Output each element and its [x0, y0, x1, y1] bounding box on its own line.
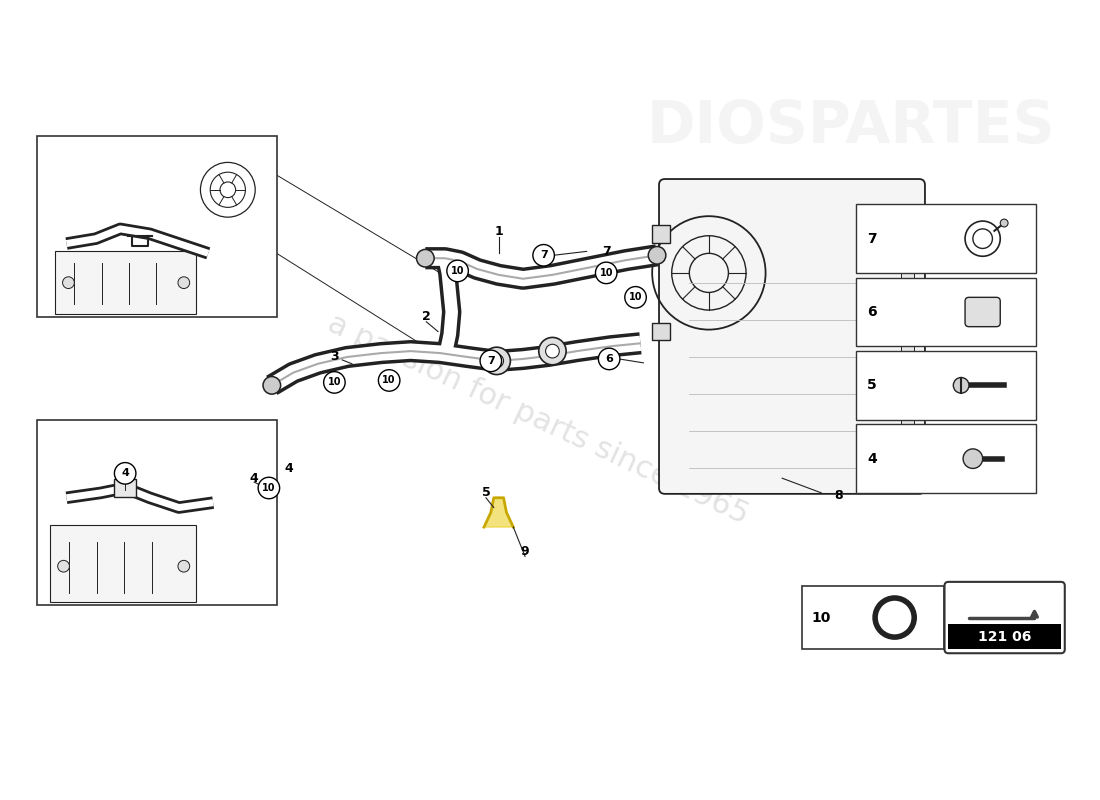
Text: 1: 1: [494, 226, 503, 238]
FancyBboxPatch shape: [652, 225, 670, 242]
Circle shape: [57, 560, 69, 572]
Circle shape: [263, 377, 280, 394]
FancyBboxPatch shape: [50, 525, 196, 602]
FancyBboxPatch shape: [802, 586, 944, 650]
Text: a passion for parts since 1965: a passion for parts since 1965: [322, 309, 752, 530]
Text: 10: 10: [629, 292, 642, 302]
FancyBboxPatch shape: [901, 252, 914, 303]
FancyBboxPatch shape: [37, 419, 277, 606]
Circle shape: [114, 462, 136, 484]
Circle shape: [483, 347, 510, 374]
Circle shape: [417, 250, 434, 267]
Circle shape: [964, 449, 982, 469]
Circle shape: [532, 245, 554, 266]
Text: 10: 10: [600, 268, 613, 278]
FancyBboxPatch shape: [945, 582, 1065, 654]
Circle shape: [378, 370, 400, 391]
FancyBboxPatch shape: [55, 251, 196, 314]
Circle shape: [480, 350, 502, 372]
FancyBboxPatch shape: [114, 479, 136, 497]
Text: 4: 4: [121, 468, 129, 478]
Circle shape: [1000, 219, 1008, 227]
FancyBboxPatch shape: [37, 136, 277, 317]
Text: 4: 4: [284, 462, 293, 475]
Text: 4: 4: [250, 472, 258, 485]
Text: 10: 10: [812, 610, 830, 625]
Text: 4: 4: [867, 452, 877, 466]
Text: 10: 10: [328, 378, 341, 387]
Circle shape: [323, 372, 345, 393]
Text: 9: 9: [520, 545, 529, 558]
FancyBboxPatch shape: [948, 624, 1060, 650]
Circle shape: [648, 246, 666, 264]
Text: 10: 10: [262, 483, 276, 493]
Text: 121 06: 121 06: [978, 630, 1032, 644]
FancyBboxPatch shape: [652, 322, 670, 340]
Text: 7: 7: [487, 356, 495, 366]
Text: 10: 10: [451, 266, 464, 276]
Circle shape: [258, 478, 279, 498]
Circle shape: [598, 348, 620, 370]
Text: 2: 2: [422, 310, 431, 323]
FancyBboxPatch shape: [856, 205, 1036, 273]
Circle shape: [178, 560, 189, 572]
Circle shape: [178, 277, 189, 289]
FancyBboxPatch shape: [901, 330, 914, 382]
Circle shape: [539, 338, 566, 365]
Circle shape: [447, 260, 469, 282]
FancyBboxPatch shape: [659, 179, 925, 494]
Circle shape: [490, 354, 504, 368]
FancyBboxPatch shape: [856, 425, 1036, 493]
Text: 5: 5: [867, 378, 877, 392]
Text: 7: 7: [540, 250, 548, 260]
Polygon shape: [484, 498, 514, 527]
Text: 8: 8: [835, 490, 844, 502]
FancyBboxPatch shape: [901, 409, 914, 460]
Circle shape: [954, 378, 969, 393]
Text: 6: 6: [867, 305, 877, 319]
Text: 7: 7: [602, 245, 610, 258]
Circle shape: [546, 344, 559, 358]
Circle shape: [595, 262, 617, 284]
Text: 3: 3: [330, 350, 339, 362]
Text: DIOSPARTES: DIOSPARTES: [647, 98, 1055, 154]
Circle shape: [625, 286, 647, 308]
Text: 7: 7: [867, 232, 877, 246]
FancyBboxPatch shape: [856, 278, 1036, 346]
Text: 10: 10: [383, 375, 396, 386]
Circle shape: [63, 277, 75, 289]
FancyBboxPatch shape: [965, 298, 1000, 326]
FancyBboxPatch shape: [856, 351, 1036, 419]
Text: 5: 5: [482, 486, 491, 499]
Text: 6: 6: [605, 354, 613, 364]
